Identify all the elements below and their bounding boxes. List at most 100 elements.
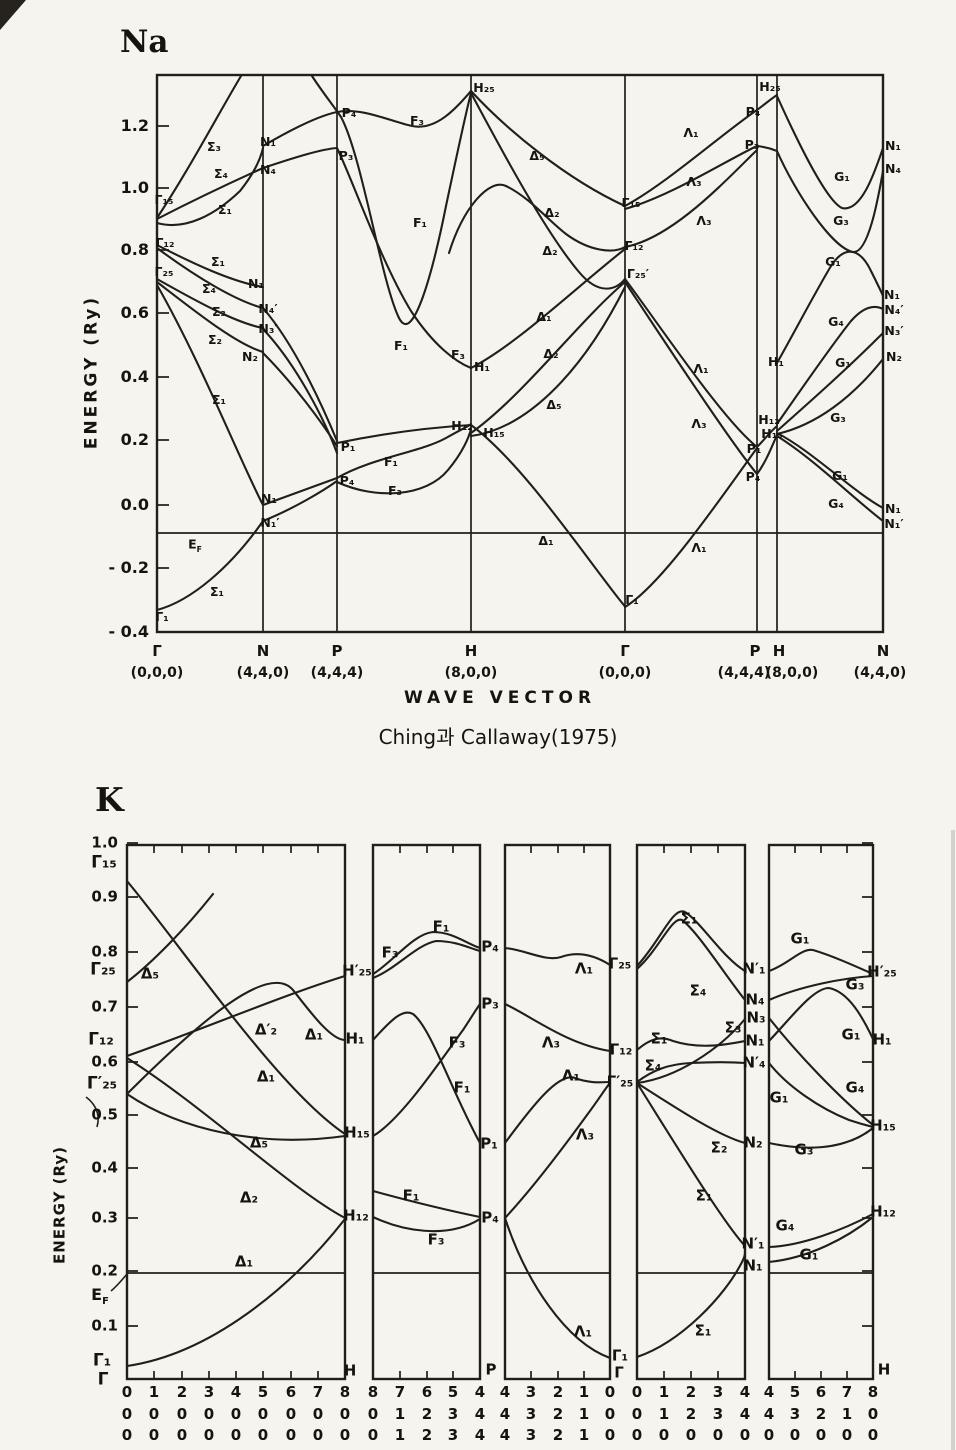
band-label: Σ₃ — [724, 1018, 742, 1037]
band-label: Λ₁ — [683, 124, 699, 140]
x-tick-label: 0 — [631, 1383, 643, 1401]
x-tick-label: 4 — [230, 1383, 242, 1401]
x-point-coord: (4,4,4) — [310, 665, 364, 681]
x-tick-label: 0 — [631, 1405, 643, 1423]
band-label: N₁′ — [884, 515, 904, 531]
band-label: Δ₁ — [536, 308, 552, 324]
x-tick-label: 7 — [841, 1383, 853, 1401]
x-tick-label: 0 — [339, 1405, 351, 1423]
band-label: N′₁ — [742, 959, 766, 978]
x-tick-label: 4 — [739, 1383, 751, 1401]
x-tick-label: 2 — [685, 1383, 697, 1401]
x-tick-label: 4 — [763, 1383, 775, 1401]
y-tick-label: 0.2 — [91, 1261, 118, 1280]
x-tick-label: 0 — [121, 1383, 133, 1401]
x-tick-label: 6 — [421, 1383, 433, 1401]
band-label: Λ₁ — [693, 360, 709, 376]
band-label: P₄ — [339, 472, 355, 488]
band-label: Γ₁₅ — [91, 852, 117, 873]
x-point-coord: (4,4,4) — [717, 665, 771, 681]
y-tick-label: 1.0 — [120, 178, 149, 197]
x-tick-label: 0 — [867, 1405, 879, 1423]
x-tick-label: 4 — [474, 1426, 486, 1444]
x-tick-label: 1 — [394, 1405, 406, 1423]
x-tick-label: 0 — [841, 1426, 853, 1444]
band-label: Σ₃ — [206, 138, 222, 154]
x-tick-label: 0 — [203, 1426, 215, 1444]
x-tick-label: 0 — [176, 1405, 188, 1423]
k-axis-ticks — [127, 842, 873, 1379]
band-label: F₁ — [412, 214, 428, 230]
y-tick-label: 0.3 — [91, 1208, 118, 1227]
band-label: G₃ — [830, 409, 846, 425]
x-tick-label: 0 — [285, 1405, 297, 1423]
x-tick-label: 0 — [604, 1426, 616, 1444]
band-label: N₂ — [886, 348, 902, 364]
band-label: H₁ — [345, 1029, 365, 1048]
x-tick-label: 0 — [815, 1426, 827, 1444]
band-label: H₁₅ — [761, 425, 783, 441]
band-label: H₂₅ — [473, 79, 495, 95]
band-label: Σ₄ — [213, 165, 229, 181]
band-label: F₁ — [393, 337, 409, 353]
band-label: G₁ — [790, 929, 810, 948]
x-tick-label: 8 — [867, 1383, 879, 1401]
band-label: H₁₅ — [344, 1123, 370, 1142]
band-label: EF — [91, 1284, 109, 1308]
band-label: Σ₄ — [201, 280, 217, 296]
band-label: N₁ — [745, 1031, 765, 1050]
band-label: Γ₁ — [625, 591, 639, 607]
band-label: Γ₁₂ — [88, 1029, 114, 1050]
band-label: P₁ — [340, 438, 356, 454]
x-tick-label: 0 — [285, 1426, 297, 1444]
x-tick-label: 1 — [658, 1383, 670, 1401]
x-tick-label: 0 — [176, 1426, 188, 1444]
band-label: Γ₂₅ — [608, 954, 632, 973]
x-tick-label: 0 — [763, 1426, 775, 1444]
y-tick-label: - 0.4 — [108, 622, 149, 641]
x-tick-label: 8 — [339, 1383, 351, 1401]
band-label: F₃ — [387, 482, 403, 498]
x-tick-label: 0 — [367, 1405, 379, 1423]
x-tick-label: 0 — [658, 1426, 670, 1444]
x-tick-label: 2 — [685, 1405, 697, 1423]
x-tick-label: 3 — [525, 1383, 537, 1401]
band-label: H — [877, 1360, 891, 1379]
x-tick-label: 4 — [499, 1426, 511, 1444]
band-label: P₄ — [341, 104, 357, 120]
band-label: Σ₂ — [710, 1138, 728, 1157]
x-tick-label: 1 — [841, 1405, 853, 1423]
band-label: Δ₁ — [304, 1025, 324, 1044]
x-tick-label: 0 — [367, 1426, 379, 1444]
band-label: N₄′ — [884, 301, 904, 317]
x-tick-label: 3 — [447, 1426, 459, 1444]
x-tick-label: 3 — [203, 1383, 215, 1401]
x-point-coord: (0,0,0) — [130, 665, 184, 681]
y-tick-label: - 0.2 — [108, 558, 149, 577]
x-tick-label: 0 — [867, 1426, 879, 1444]
x-tick-label: 5 — [789, 1383, 801, 1401]
y-tick-label: 0.7 — [91, 997, 118, 1016]
x-tick-label: 0 — [148, 1405, 160, 1423]
band-label: G₁ — [799, 1245, 819, 1264]
band-label: G₄ — [775, 1216, 795, 1235]
x-tick-label: 0 — [203, 1405, 215, 1423]
x-tick-label: 0 — [685, 1426, 697, 1444]
band-label: Λ₃ — [691, 415, 707, 431]
band-label: Σ₂ — [207, 331, 223, 347]
band-label: Γ₂₅ — [154, 263, 174, 279]
k-ylabel-leader — [85, 1096, 99, 1128]
band-label: Γ₂₅′ — [626, 265, 650, 281]
band-label: N₄ — [260, 161, 276, 177]
x-tick-label: 0 — [148, 1426, 160, 1444]
band-label: Δ₂ — [239, 1188, 259, 1207]
band-label: Λ₃ — [575, 1125, 595, 1144]
band-label: Γ₁₅ — [154, 191, 174, 207]
band-label: G₁ — [835, 354, 851, 370]
y-tick-label: 0.5 — [91, 1105, 118, 1124]
band-label: Σ₁ — [210, 253, 226, 269]
band-label: Γ₂₅ — [90, 959, 116, 980]
band-label: H₁ — [474, 358, 490, 374]
band-label: EF — [188, 536, 202, 554]
band-label: P — [485, 1360, 497, 1379]
